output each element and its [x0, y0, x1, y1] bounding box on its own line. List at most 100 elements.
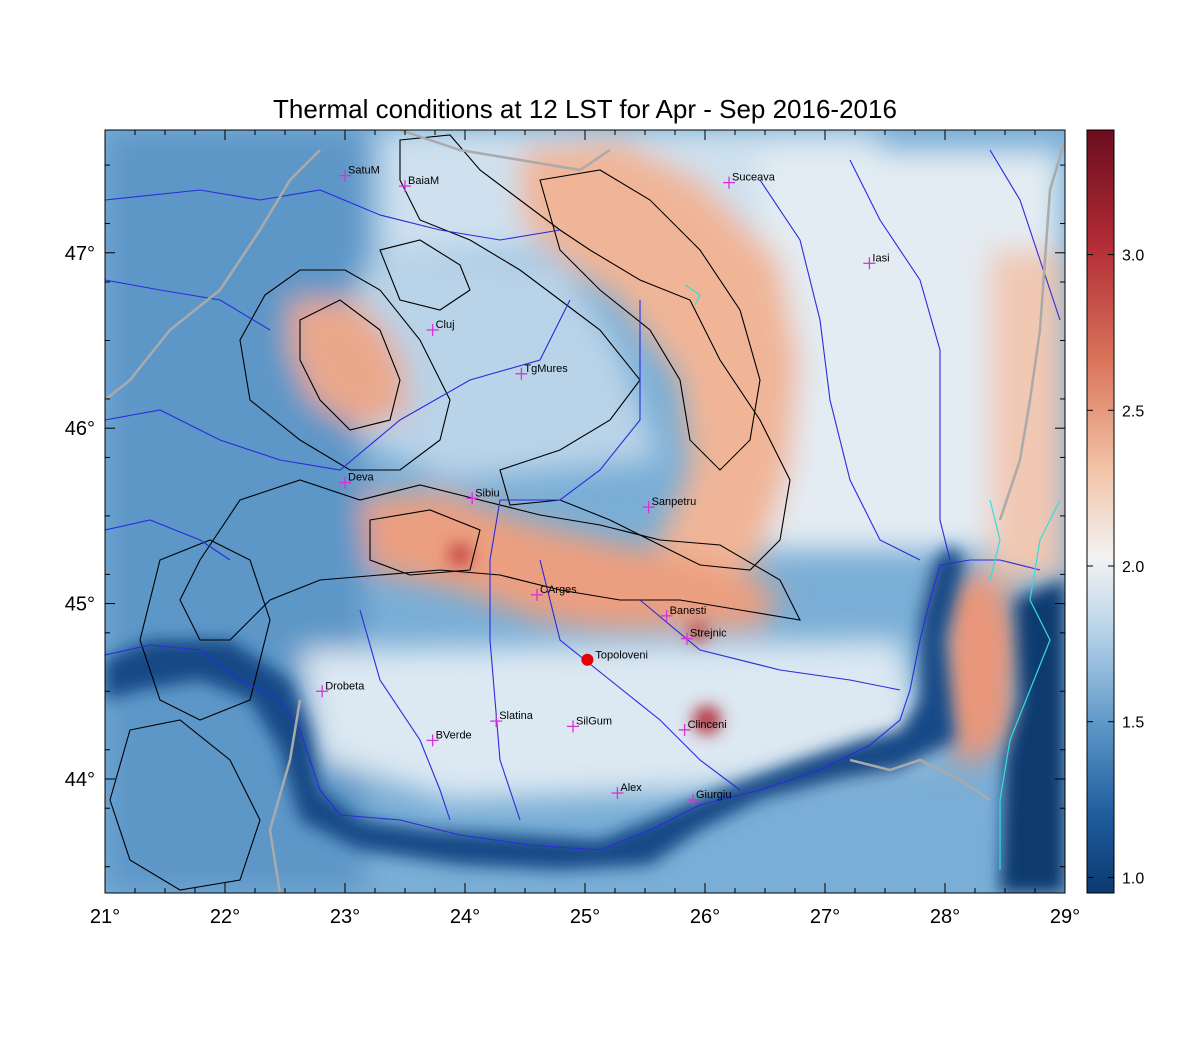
lon-tick-label: 24°: [450, 906, 480, 928]
lakes-coast: [684, 284, 1061, 870]
lon-tick-label: 26°: [690, 906, 720, 928]
river-mures: [105, 299, 571, 471]
lon-tick-label: 23°: [330, 906, 360, 928]
river-olt: [489, 300, 641, 821]
river-east-branch: [989, 149, 1061, 321]
lat-tick-label: 46°: [65, 418, 95, 440]
lon-tick-label: 29°: [1050, 906, 1080, 928]
station-marker: Topoloveni: [581, 650, 648, 666]
city-label: Clinceni: [688, 719, 727, 731]
river-danube: [105, 559, 1041, 851]
city-label: Drobeta: [325, 680, 365, 692]
contour-apuseni: [239, 269, 451, 471]
field-apuseni-warm: [290, 300, 410, 430]
river-prut: [849, 159, 951, 561]
country-borders: [105, 130, 1065, 893]
field-dobrogea-warm: [940, 570, 1020, 770]
contour-east-carpathians: [399, 134, 791, 571]
contour-south-inner: [369, 509, 481, 576]
colorbar: 1.0 1.5 2.0 2.5 3.0: [1086, 129, 1144, 894]
city-label: SilGum: [576, 715, 612, 727]
city-cluj: Cluj: [426, 319, 455, 336]
border-east: [998, 139, 1065, 521]
city-label: BaiaM: [408, 175, 439, 187]
contour-south-carpathians: [179, 479, 801, 641]
colorbar-tick-label: 1.0: [1122, 870, 1144, 887]
colorbar-tick-label: 1.5: [1122, 715, 1144, 732]
lon-tick-label: 27°: [810, 906, 840, 928]
river-crisuri: [105, 279, 271, 331]
city-label: TgMures: [524, 363, 568, 375]
city-silgum: SilGum: [567, 715, 612, 733]
border-southwest: [268, 699, 302, 893]
lon-tick-label: 25°: [570, 906, 600, 928]
field-hotspot-fagaras: [448, 543, 472, 567]
field-hotspot-bucharest: [693, 706, 721, 734]
city-label: BVerde: [436, 729, 472, 741]
city-label: SatuM: [348, 165, 380, 177]
city-label: Cluj: [436, 319, 455, 331]
city-sanpetru: Sanpetru: [642, 496, 697, 514]
city-label: Slatina: [499, 710, 534, 722]
contour-banat: [139, 539, 271, 721]
city-label: Suceava: [732, 172, 776, 184]
city-carges: CArges: [531, 584, 577, 601]
city-markers: SatuM BaiaM Suceava Iasi Cluj TgMures Deva Sibi…: [316, 165, 890, 807]
station-dot-icon: [581, 653, 594, 666]
lon-tick-label: 22°: [210, 906, 240, 928]
city-clinceni: Clinceni: [678, 719, 727, 736]
city-banesti: Banesti: [660, 605, 707, 622]
border-west: [105, 149, 321, 401]
lon-tick-label: 28°: [930, 906, 960, 928]
city-slatina: Slatina: [490, 710, 534, 728]
lat-tick-label: 45°: [65, 594, 95, 616]
city-drobeta: Drobeta: [316, 680, 365, 698]
lat-tick-labels: 44° 45° 46° 47°: [65, 243, 95, 791]
lake-bicaz: [684, 284, 701, 306]
city-alex: Alex: [611, 782, 642, 800]
city-tgmures: TgMures: [515, 363, 568, 380]
field-plain-light: [300, 640, 930, 800]
city-giurgiu: Giurgiu: [687, 789, 731, 807]
field-east-carpathians-warm: [520, 140, 800, 600]
rivers: [105, 149, 1061, 851]
tick-marks: [104, 130, 1066, 893]
contour-north: [379, 239, 471, 311]
colorbar-tick-label: 3.0: [1122, 248, 1144, 265]
field-danube-cold: [105, 545, 965, 870]
city-iasi: Iasi: [863, 252, 890, 270]
city-label: Alex: [620, 782, 642, 794]
lake-razim: [989, 499, 1001, 581]
lat-tick-label: 47°: [65, 243, 95, 265]
station-label: Topoloveni: [595, 650, 648, 662]
city-suceava: Suceava: [723, 172, 776, 189]
colorbar-ticks: 1.0 1.5 2.0 2.5 3.0: [1087, 248, 1144, 887]
river-siret: [759, 179, 921, 561]
field-sea: [1000, 580, 1065, 893]
coastline: [999, 499, 1061, 870]
lon-tick-label: 21°: [90, 906, 120, 928]
border-south: [849, 758, 991, 802]
city-satum: SatuM: [339, 165, 380, 182]
contour-southwest: [109, 719, 261, 891]
river-jiu: [359, 609, 451, 821]
city-baiam: BaiaM: [399, 175, 439, 193]
river-ialomita: [639, 599, 901, 691]
city-label: Strejnic: [690, 628, 727, 640]
city-sibiu: Sibiu: [466, 487, 500, 505]
river-arges: [539, 559, 741, 791]
map-frame: 21° 22° 23° 24° 25° 26° 27° 28° 29° 44° 45° 46° 47°: [65, 129, 1080, 928]
colorbar-tick-label: 2.5: [1122, 403, 1144, 420]
city-label: Iasi: [872, 252, 889, 264]
figure-title: Thermal conditions at 12 LST for Apr - S…: [273, 94, 897, 124]
city-label: Giurgiu: [696, 789, 731, 801]
city-deva: Deva: [339, 472, 375, 489]
field-hotspot-strejnic: [688, 622, 708, 642]
city-label: Banesti: [670, 605, 707, 617]
contour-east-inner: [539, 169, 761, 471]
city-label: CArges: [540, 584, 577, 596]
river-west-branch: [105, 519, 231, 561]
colorbar-tick-label: 2.0: [1122, 559, 1144, 576]
city-label: Sanpetru: [652, 496, 697, 508]
